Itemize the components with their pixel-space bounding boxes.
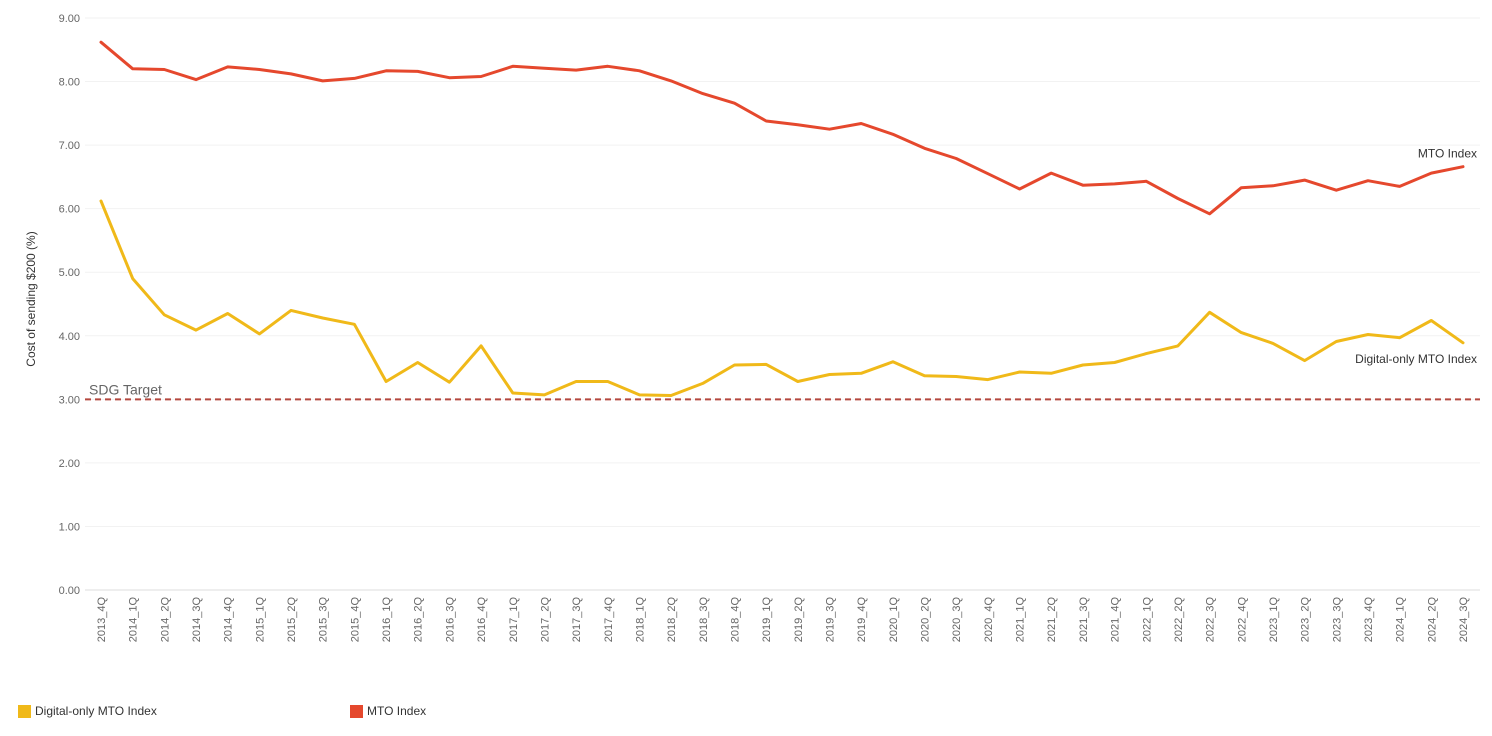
x-tick-label: 2024_2Q: [1426, 597, 1438, 643]
mto-index-line: [99, 40, 1465, 216]
x-tick-label: 2020_1Q: [888, 597, 900, 643]
gridlines: [85, 17, 1480, 591]
x-tick-label: 2015_1Q: [254, 597, 266, 643]
x-tick-label: 2023_2Q: [1300, 597, 1312, 643]
x-tick-label: 2014_2Q: [159, 597, 171, 643]
legend-item-digital[interactable]: Digital-only MTO Index: [18, 702, 157, 720]
y-tick-label: 1.00: [59, 521, 80, 533]
x-tick-label: 2024_3Q: [1458, 597, 1470, 643]
x-tick-label: 2015_4Q: [349, 597, 361, 643]
y-tick-label: 3.00: [59, 394, 80, 406]
x-tick-label: 2023_4Q: [1363, 597, 1375, 643]
x-tick-label: 2021_4Q: [1110, 597, 1122, 643]
sdg-target-label: SDG Target: [89, 381, 162, 397]
x-tick-label: 2020_2Q: [920, 597, 932, 643]
x-tick-label: 2023_1Q: [1268, 597, 1280, 643]
y-tick-label: 6.00: [59, 204, 80, 216]
x-tick-label: 2017_4Q: [603, 597, 615, 643]
x-tick-label: 2014_4Q: [223, 597, 235, 643]
x-tick-label: 2017_1Q: [508, 597, 520, 643]
mto-index-end-label: MTO Index: [1418, 147, 1477, 161]
x-tick-label: 2016_1Q: [381, 597, 393, 643]
legend-label-digital: Digital-only MTO Index: [35, 704, 157, 718]
y-tick-label: 8.00: [59, 77, 80, 89]
x-tick-label: 2021_1Q: [1015, 597, 1027, 643]
y-tick-label: 0.00: [59, 585, 80, 597]
x-tick-label: 2013_4Q: [96, 597, 108, 643]
x-tick-label: 2020_4Q: [983, 597, 995, 643]
x-tick-label: 2023_3Q: [1331, 597, 1343, 643]
x-tick-label: 2016_3Q: [444, 597, 456, 643]
x-tick-label: 2019_4Q: [856, 597, 868, 643]
x-tick-label: 2018_2Q: [666, 597, 678, 643]
legend-label-mto: MTO Index: [367, 704, 427, 718]
x-tick-label: 2016_2Q: [413, 597, 425, 643]
x-tick-label: 2016_4Q: [476, 597, 488, 643]
x-tick-label: 2020_3Q: [951, 597, 963, 643]
x-tick-label: 2015_2Q: [286, 597, 298, 643]
x-tick-label: 2017_2Q: [539, 597, 551, 643]
legend-swatch-digital: [18, 704, 31, 718]
x-tick-label: 2018_1Q: [634, 597, 646, 643]
y-tick-label: 2.00: [59, 458, 80, 470]
x-tick-label: 2019_3Q: [825, 597, 837, 643]
y-tick-label: 5.00: [59, 267, 80, 279]
x-tick-label: 2022_3Q: [1205, 597, 1217, 643]
y-tick-label: 7.00: [59, 140, 80, 152]
x-tick-label: 2014_3Q: [191, 597, 203, 643]
x-tick-label: 2024_1Q: [1395, 597, 1407, 643]
legend-swatch-mto: [350, 704, 363, 718]
x-tick-label: 2021_3Q: [1078, 597, 1090, 643]
x-tick-label: 2014_1Q: [128, 597, 140, 643]
x-tick-label: 2022_1Q: [1141, 597, 1153, 643]
x-tick-label: 2019_2Q: [793, 597, 805, 643]
digital-index-end-label: Digital-only MTO Index: [1355, 352, 1477, 366]
x-tick-label: 2022_4Q: [1236, 597, 1248, 643]
x-tick-label: 2019_1Q: [761, 597, 773, 643]
x-tick-label: 2018_3Q: [698, 597, 710, 643]
x-tick-label: 2021_2Q: [1046, 597, 1058, 643]
series-lines: [99, 40, 1465, 397]
y-axis-title: Cost of sending $200 (%): [24, 231, 38, 366]
legend-item-mto[interactable]: MTO Index: [350, 702, 426, 720]
y-tick-label: 9.00: [59, 13, 80, 25]
x-axis-ticks: 2013_4Q 2014_1Q 2014_2Q 2014_3Q 2014_4Q 2015_…: [96, 597, 1470, 643]
y-axis-ticks: 0.00 1.00 2.00 3.00 4.00 5.00 6.00 7.00 8.00 9.00: [59, 13, 80, 597]
digital-mto-index-line: [99, 199, 1465, 397]
y-tick-label: 4.00: [59, 331, 80, 343]
x-tick-label: 2018_4Q: [729, 597, 741, 643]
x-tick-label: 2017_3Q: [571, 597, 583, 643]
x-tick-label: 2022_2Q: [1173, 597, 1185, 643]
x-tick-label: 2015_3Q: [318, 597, 330, 643]
